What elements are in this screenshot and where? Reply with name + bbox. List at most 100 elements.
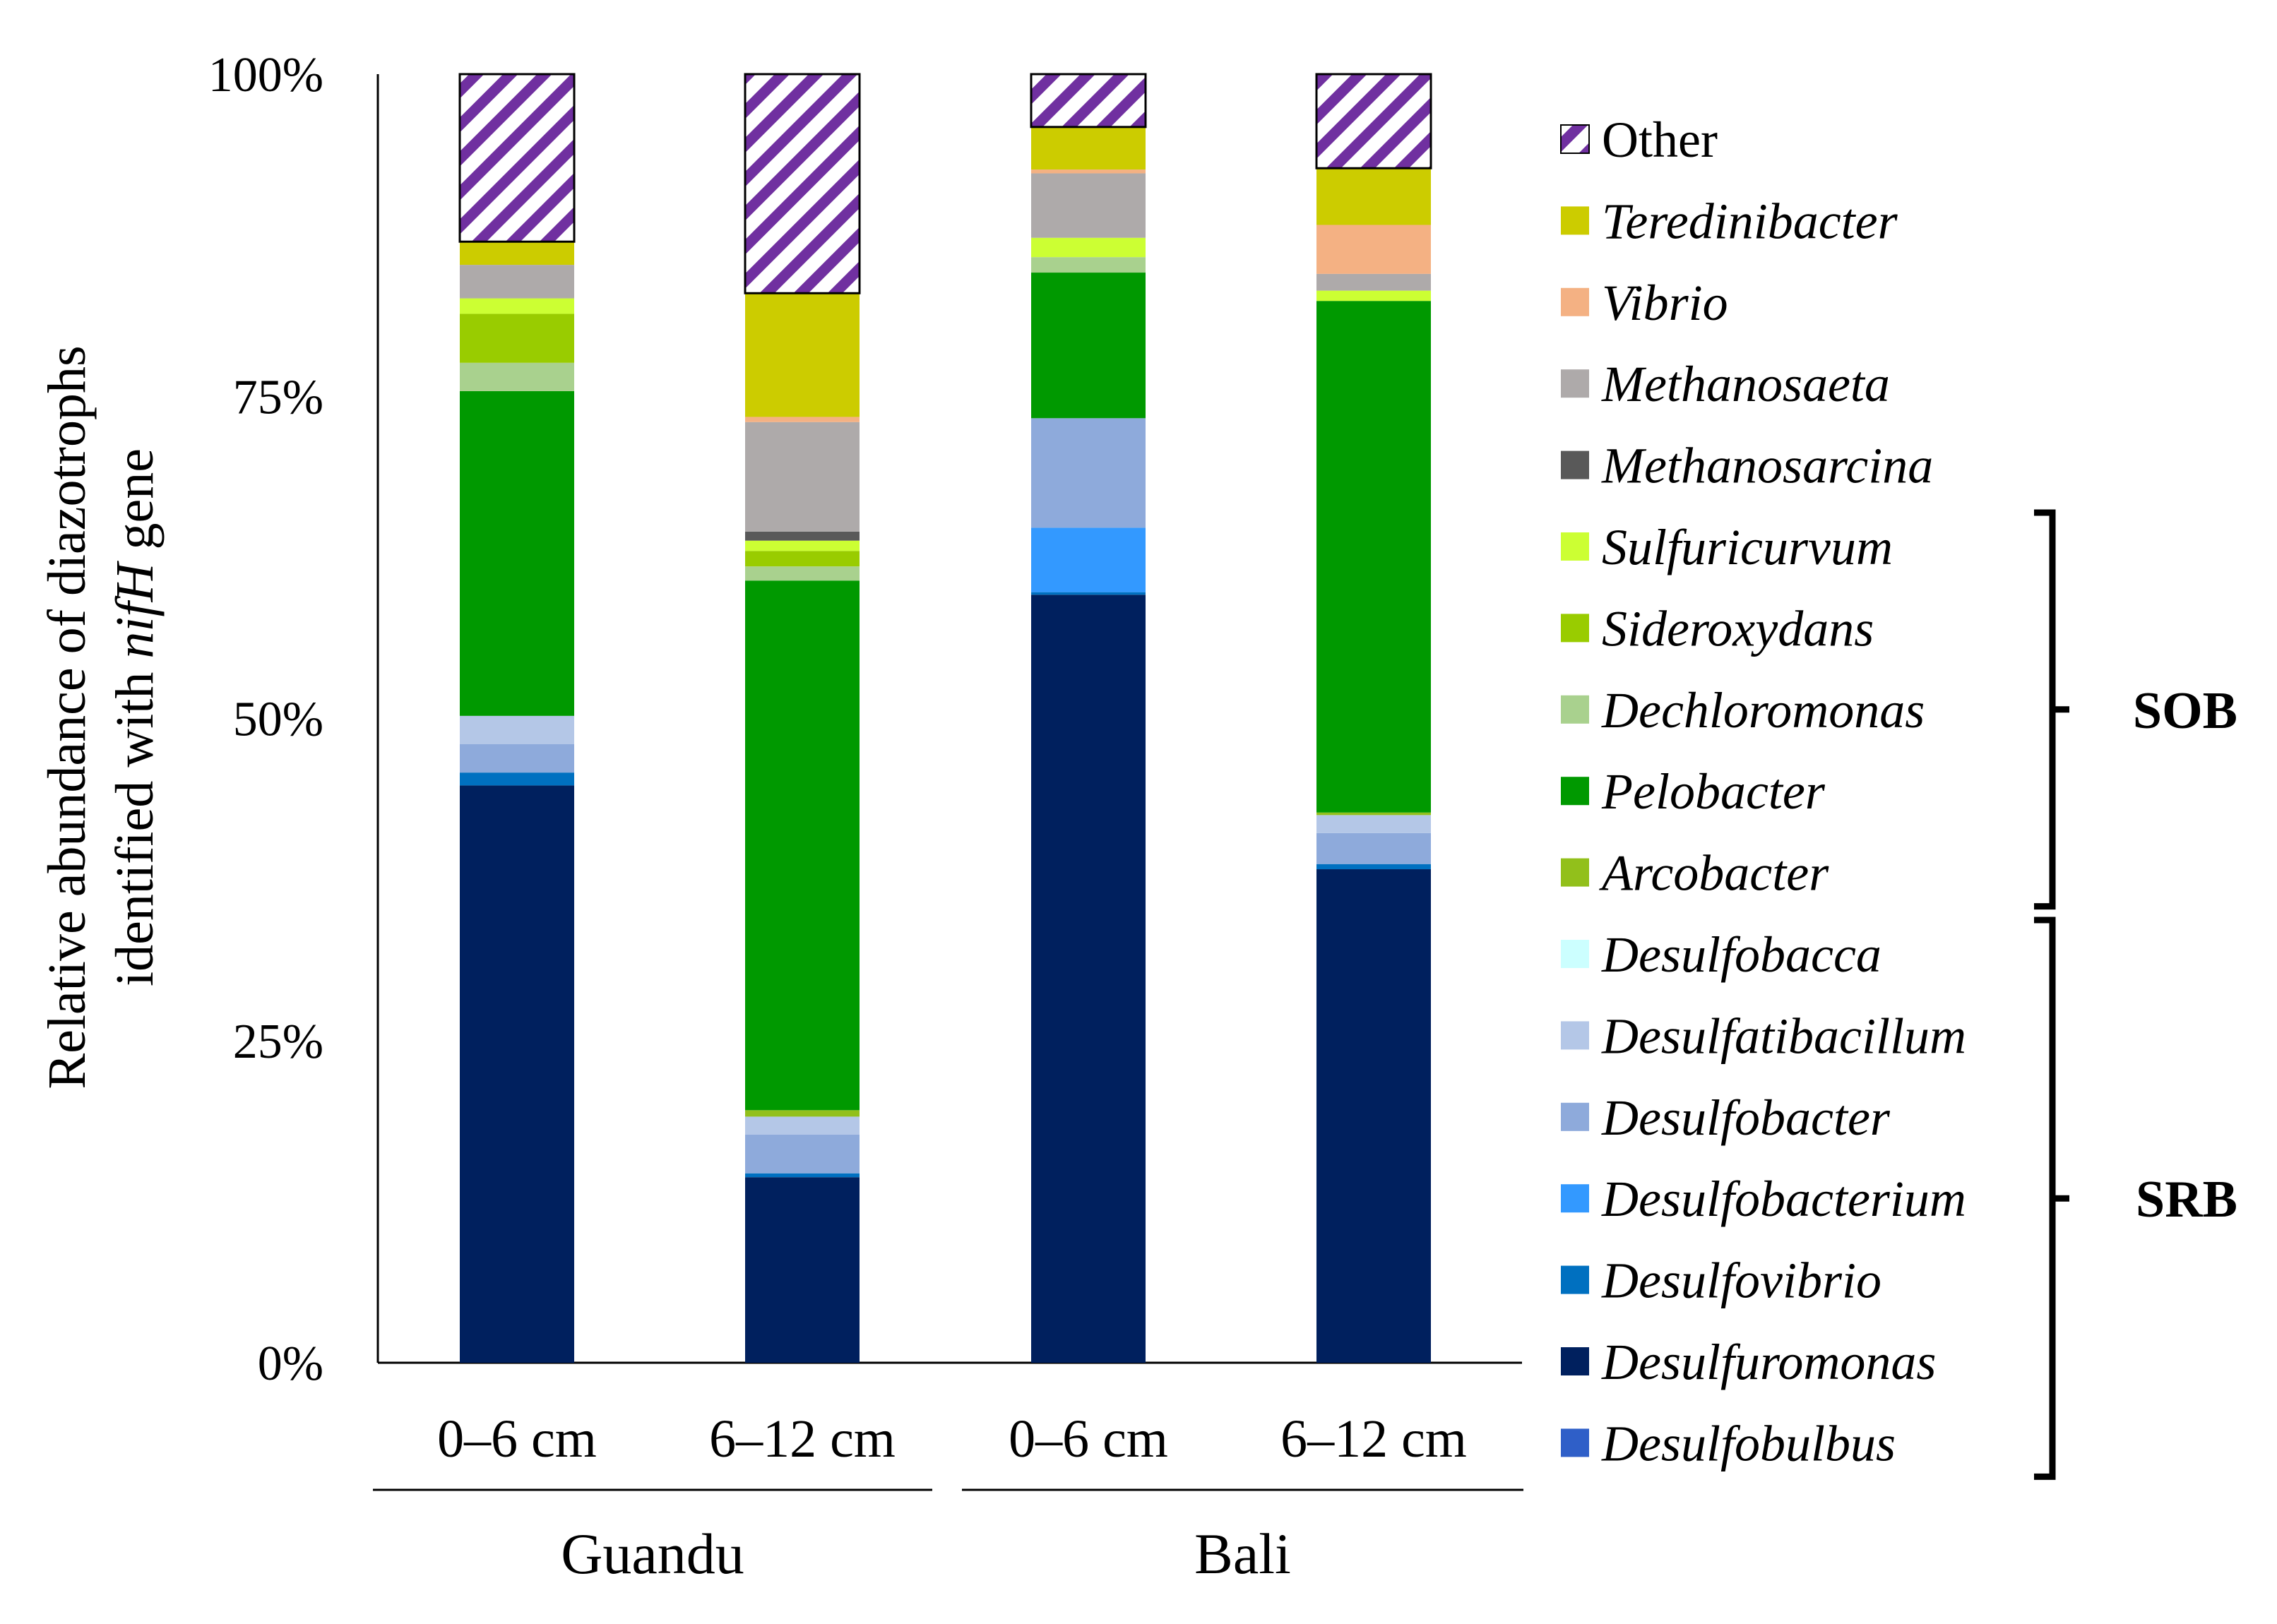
legend-item-desulfovibrio: Desulfovibrio [1561,1253,1881,1309]
legend-swatch [1561,614,1589,643]
legend-label: Pelobacter [1601,763,1826,820]
y-axis-label-suffix: gene [105,448,165,563]
legend-label: Sideroxydans [1602,600,1874,657]
bar-segment-pelobacter [1316,301,1431,813]
legend-swatch [1561,1184,1589,1213]
legend-swatch [1561,369,1589,398]
y-tick-label: 75% [233,370,323,424]
bracket-line [2034,509,2069,910]
y-axis-label-line2: identified with nifH gene [105,448,165,986]
legend-label: Methanosarcina [1601,438,1933,494]
bar-segment-dechloromonas [460,362,574,391]
legend-item-desulfobacterium: Desulfobacterium [1561,1171,1966,1227]
legend-label: Dechloromonas [1601,682,1925,739]
bracket-line [2034,917,2069,1480]
legend-label: Desulfobacca [1601,926,1881,983]
bracket-sob: SOB [2034,509,2237,910]
bar-segment-dechloromonas [745,566,860,581]
legend-swatch [1561,1265,1589,1294]
bar-segment-desulfuromonas [460,785,574,1363]
legend-label: Desulfobacterium [1601,1171,1966,1227]
bar-segment-teredinibacter [745,293,860,417]
category-label: 0–6 cm [1009,1409,1168,1469]
bracket-srb: SRB [2034,917,2237,1480]
bar-segment-teredinibacter [460,241,574,265]
legend-item-pelobacter: Pelobacter [1561,763,1826,820]
bar-segment-desulfobacter [745,1134,860,1174]
bar-segment-vibrio [1316,225,1431,274]
bar-segment-other [1030,73,1147,129]
legend-swatch [1561,287,1589,316]
legend-item-arcobacter: Arcobacter [1561,845,1829,902]
legend-swatch [1561,1428,1589,1457]
bar-segment-methanosaeta [1316,273,1431,291]
legend-label: Other [1602,112,1718,168]
bar-segment-desulfuromonas [1031,595,1146,1363]
y-axis-label-prefix: identified with [105,659,165,986]
category-label: 6–12 cm [709,1409,896,1469]
legend-item-other: Other [1560,112,1718,168]
bar-stack-3 [1030,73,1147,1363]
bar-segment-desulfovibrio [1316,864,1431,870]
bar-segment-desulfatibacillum [460,715,574,744]
legend-label: Sulfuricurvum [1602,519,1893,575]
bar-segment-pelobacter [1031,273,1146,419]
bar-segment-sulfuricurvum [745,540,860,551]
bars [458,73,1432,1363]
bar-segment-desulfobacterium [1031,527,1146,592]
group-label-bali: Bali [1194,1522,1291,1586]
category-label: 0–6 cm [437,1409,597,1469]
bracket-label: SOB [2133,682,2237,740]
legend-swatch [1561,777,1589,806]
bracket-label: SRB [2136,1171,2237,1229]
bar-segment-methanosarcina [745,531,860,541]
legend-swatch [1561,1021,1589,1050]
legend-item-desulfuromonas: Desulfuromonas [1561,1334,1936,1390]
bar-segment-pelobacter [745,580,860,1111]
bar-segment-other [1315,73,1432,169]
bar-segment-methanosaeta [1031,173,1146,238]
bar-segment-sideroxydans [745,551,860,567]
bar-segment-desulfovibrio [460,772,574,786]
y-axis-label: Relative abundance of diazotrophs identi… [37,345,165,1089]
bar-segment-desulfovibrio [1031,592,1146,595]
category-labels: 0–6 cm 6–12 cm 0–6 cm 6–12 cm [437,1409,1467,1469]
bar-segment-arcobacter [1316,812,1431,816]
bar-segment-teredinibacter [1031,126,1146,170]
y-axis-label-gene: nifH [105,560,165,658]
bar-segment-desulfuromonas [745,1177,860,1363]
legend-item-sideroxydans: Sideroxydans [1561,600,1874,657]
legend-swatch [1561,532,1589,561]
bar-segment-other [744,73,861,294]
legend-item-sulfuricurvum: Sulfuricurvum [1561,519,1893,575]
y-tick-label: 100% [208,48,323,102]
bar-segment-other [458,73,576,243]
bar-segment-desulfobacter [1031,418,1146,528]
legend-label: Desulfobulbus [1601,1415,1896,1471]
bar-stack-4 [1315,73,1432,1363]
legend-item-desulfobacter: Desulfobacter [1561,1089,1891,1146]
bar-segment-teredinibacter [1316,168,1431,225]
y-tick-label: 50% [233,693,323,747]
bar-segment-methanosaeta [745,422,860,532]
bar-segment-desulfovibrio [745,1173,860,1178]
legend-swatch [1561,695,1589,724]
legend-label: Vibrio [1602,275,1728,331]
legend-item-vibrio: Vibrio [1561,275,1728,331]
bar-segment-methanosaeta [460,265,574,299]
group-labels: Guandu Bali [373,1488,1523,1586]
bar-segment-dechloromonas [1031,257,1146,273]
brackets: SOB SRB [2034,509,2237,1480]
bar-segment-vibrio [745,417,860,422]
bar-segment-sideroxydans [460,314,574,363]
bar-segment-desulfatibacillum [1316,815,1431,833]
legend: Other Teredinibacter Vibrio Methanosaeta Met… [1560,112,1966,1471]
legend-item-desulfobacca: Desulfobacca [1561,926,1881,983]
y-tick-labels: 0% 25% 50% 75% 100% [208,48,323,1391]
legend-item-desulfatibacillum: Desulfatibacillum [1561,1008,1966,1064]
bar-segment-pelobacter [460,390,574,716]
legend-swatch [1561,858,1589,887]
legend-item-teredinibacter: Teredinibacter [1561,193,1898,249]
legend-swatch [1560,124,1590,154]
